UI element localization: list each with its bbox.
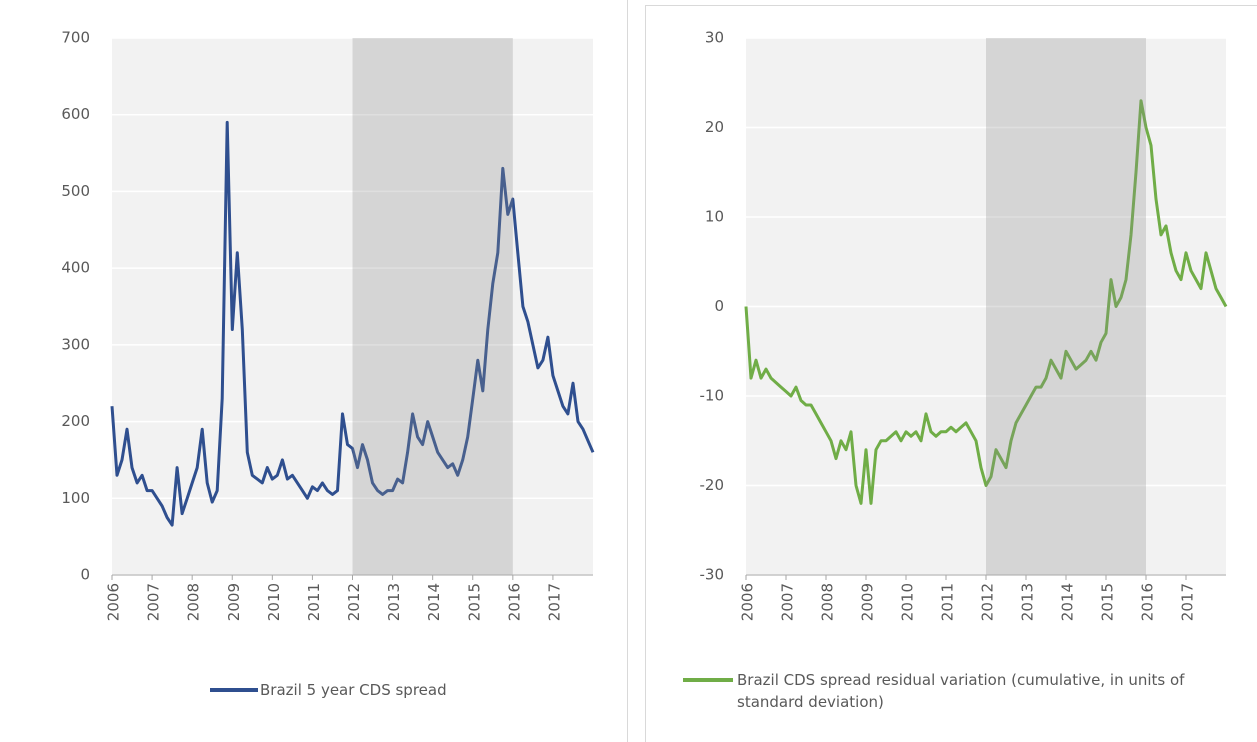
data-line (110, 120, 595, 527)
y-tick-label: 20 (705, 118, 724, 136)
x-tick-label: 2013 (385, 583, 403, 621)
x-tick-label: 2012 (979, 583, 997, 621)
x-tick-label: 2016 (1139, 583, 1157, 621)
x-tick-label: 2006 (739, 583, 757, 621)
x-tick-label: 2009 (859, 583, 877, 621)
highlight-band (986, 38, 1146, 575)
x-tick-label: 2007 (779, 583, 797, 621)
highlight-band (352, 38, 513, 575)
x-tick-label: 2007 (145, 583, 163, 621)
divider (627, 0, 628, 742)
y-tick-label: 100 (61, 489, 90, 507)
x-tick-label: 2008 (185, 583, 203, 621)
y-tick-label: -20 (700, 476, 725, 494)
y-tick-label: 10 (705, 208, 724, 226)
y-tick-label: 0 (714, 297, 724, 315)
y-tick-label: 400 (61, 259, 90, 277)
x-tick-label: 2011 (939, 583, 957, 621)
x-tick-label: 2012 (345, 583, 363, 621)
x-tick-label: 2008 (819, 583, 837, 621)
y-tick-label: 200 (61, 412, 90, 430)
x-tick-label: 2014 (425, 583, 443, 621)
y-tick-label: 0 (80, 566, 90, 584)
x-tick-label: 2006 (105, 583, 123, 621)
y-tick-label: -10 (700, 387, 725, 405)
x-tick-label: 2017 (545, 583, 563, 621)
legend-label: Brazil CDS spread residual variation (cu… (737, 671, 1185, 711)
y-tick-label: 30 (705, 29, 724, 47)
x-tick-label: 2014 (1059, 583, 1077, 621)
legend-label: Brazil 5 year CDS spread (260, 681, 447, 699)
y-tick-label: 600 (61, 105, 90, 123)
panel-frame (645, 5, 1257, 742)
y-tick-label: -30 (700, 566, 725, 584)
x-tick-label: 2011 (305, 583, 323, 621)
x-tick-label: 2010 (899, 583, 917, 621)
x-tick-label: 2015 (1099, 583, 1117, 621)
x-tick-label: 2009 (225, 583, 243, 621)
y-tick-label: 300 (61, 335, 90, 353)
x-tick-label: 2015 (465, 583, 483, 621)
x-tick-label: 2016 (505, 583, 523, 621)
y-tick-label: 500 (61, 182, 90, 200)
x-tick-label: 2013 (1019, 583, 1037, 621)
y-tick-label: 700 (61, 29, 90, 47)
x-tick-label: 2010 (265, 583, 283, 621)
data-line (744, 99, 1228, 505)
x-tick-label: 2017 (1179, 583, 1197, 621)
